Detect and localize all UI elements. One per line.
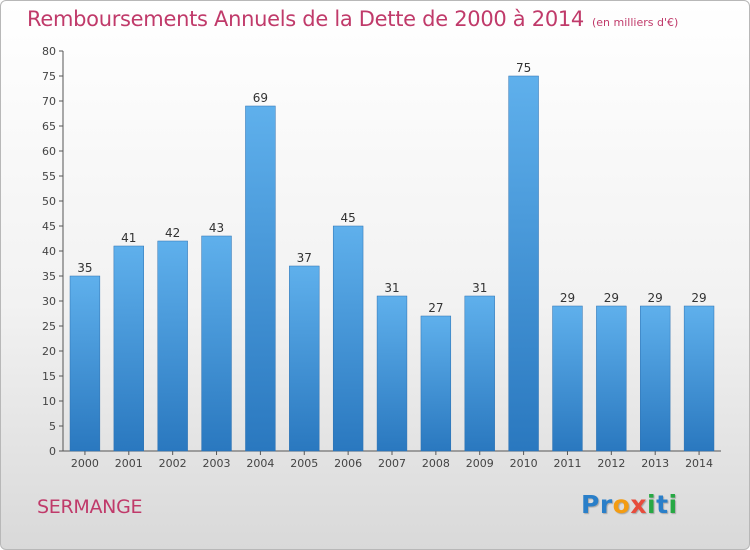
- bar-2004: [245, 105, 276, 452]
- y-tick-label: 5: [49, 420, 56, 433]
- x-tick-label: 2002: [159, 457, 187, 470]
- y-tick-label: 80: [42, 45, 56, 58]
- y-tick-label: 25: [42, 320, 56, 333]
- bars: [69, 75, 715, 452]
- bar-2000: [69, 275, 101, 452]
- logo-letter: r: [599, 490, 613, 519]
- y-tick-label: 30: [42, 295, 56, 308]
- bar-2007: [376, 295, 408, 452]
- bar-2010: [508, 75, 539, 452]
- data-label-2001: 41: [121, 231, 136, 245]
- commune-name: SERMANGE: [37, 496, 143, 518]
- x-tick-label: 2008: [422, 457, 450, 470]
- bar-2003: [201, 235, 232, 452]
- data-label-2010: 75: [516, 61, 531, 75]
- bar-2006: [332, 225, 364, 452]
- bar-2011: [552, 305, 583, 452]
- data-label-2014: 29: [691, 291, 706, 305]
- chart-title-text: Remboursements Annuels de la Dette de 20…: [27, 7, 584, 31]
- x-tick-label: 2007: [378, 457, 406, 470]
- x-tick-label: 2011: [553, 457, 581, 470]
- data-label-2012: 29: [604, 291, 619, 305]
- y-tick-label: 60: [42, 145, 56, 158]
- data-labels: 35 41 42 43 69 37 45 31 27 31 75 29 29 29 29: [77, 61, 706, 315]
- y-tick-label: 15: [42, 370, 56, 383]
- y-tick-label: 45: [42, 220, 56, 233]
- x-tick-label: 2009: [466, 457, 494, 470]
- bar-2005: [289, 265, 320, 452]
- data-label-2002: 42: [165, 226, 180, 240]
- logo-letter: i: [647, 490, 657, 519]
- x-tick-label: 2005: [290, 457, 318, 470]
- logo-letter: o: [612, 490, 631, 519]
- y-tick-label: 40: [42, 245, 56, 258]
- x-tick-label: 2010: [510, 457, 538, 470]
- data-label-2000: 35: [77, 261, 92, 275]
- x-tick-label: 2000: [71, 457, 99, 470]
- data-label-2005: 37: [297, 251, 312, 265]
- axes: 0 5 10 15 20 25 30 35 40 45 50 55 60 65 70 75 80 2000 2001…: [42, 45, 721, 470]
- bar-2013: [640, 305, 671, 452]
- bar-2001: [113, 245, 144, 452]
- bar-2014: [683, 305, 715, 452]
- x-tick-label: 2006: [334, 457, 362, 470]
- x-tick-label: 2014: [685, 457, 713, 470]
- data-label-2006: 45: [340, 211, 355, 225]
- bar-2008: [420, 315, 452, 452]
- y-tick-label: 70: [42, 95, 56, 108]
- data-label-2007: 31: [384, 281, 399, 295]
- unit-note: (en milliers d'€): [592, 16, 679, 29]
- x-tick-label: 2003: [203, 457, 231, 470]
- x-tick-label: 2001: [115, 457, 143, 470]
- x-tick-label: 2013: [641, 457, 669, 470]
- y-tick-label: 75: [42, 70, 56, 83]
- logo-letter: i: [668, 490, 678, 519]
- y-tick-label: 55: [42, 170, 56, 183]
- chart-title: Remboursements Annuels de la Dette de 20…: [27, 7, 678, 31]
- data-label-2011: 29: [560, 291, 575, 305]
- x-tick-label: 2004: [246, 457, 274, 470]
- logo-letter: t: [656, 490, 669, 519]
- data-label-2003: 43: [209, 221, 224, 235]
- data-label-2004: 69: [253, 91, 268, 105]
- bar-2009: [464, 295, 495, 452]
- y-tick-label: 50: [42, 195, 56, 208]
- bar-2012: [596, 305, 627, 452]
- bar-2002: [157, 240, 188, 452]
- proxiti-logo[interactable]: Proxiti: [581, 490, 678, 519]
- y-tick-label: 35: [42, 270, 56, 283]
- x-tick-label: 2012: [597, 457, 625, 470]
- data-label-2013: 29: [648, 291, 663, 305]
- y-tick-label: 0: [49, 445, 56, 458]
- logo-letter: P: [581, 490, 600, 519]
- y-tick-label: 65: [42, 120, 56, 133]
- y-tick-label: 10: [42, 395, 56, 408]
- data-label-2009: 31: [472, 281, 487, 295]
- y-tick-label: 20: [42, 345, 56, 358]
- logo-letter: x: [630, 490, 647, 519]
- data-label-2008: 27: [428, 301, 443, 315]
